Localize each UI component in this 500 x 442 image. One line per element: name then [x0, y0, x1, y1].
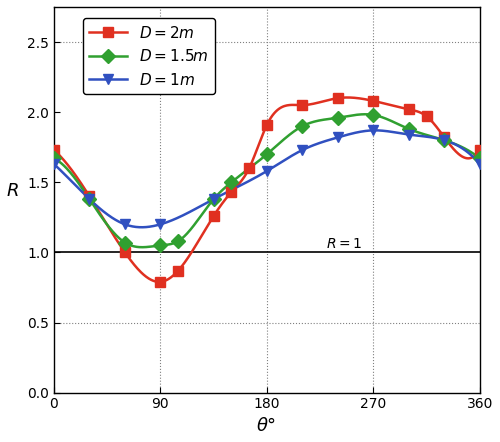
- D = 1.5m: [335, 115, 341, 120]
- Text: $R=1$: $R=1$: [326, 237, 362, 251]
- D = 2m: [406, 107, 412, 112]
- D = 1.5m: [406, 126, 412, 132]
- D = 1.5m: [264, 152, 270, 157]
- D = 1m: [264, 168, 270, 174]
- D = 1m: [477, 161, 483, 167]
- D = 2m: [370, 98, 376, 103]
- D = 2m: [228, 190, 234, 195]
- D = 1m: [300, 147, 306, 152]
- D = 1.5m: [51, 156, 57, 161]
- D = 1.5m: [442, 137, 448, 143]
- D = 2m: [158, 279, 164, 285]
- D = 2m: [175, 268, 181, 273]
- D = 1m: [370, 128, 376, 133]
- D = 2m: [300, 103, 306, 108]
- D = 2m: [264, 122, 270, 127]
- D = 2m: [442, 135, 448, 140]
- D = 2m: [246, 166, 252, 171]
- D = 2m: [86, 194, 92, 199]
- D = 1.5m: [210, 196, 216, 202]
- D = 1m: [442, 137, 448, 143]
- D = 2m: [335, 95, 341, 101]
- D = 1.5m: [228, 179, 234, 185]
- Line: D = 1.5m: D = 1.5m: [49, 110, 484, 250]
- D = 1m: [122, 222, 128, 227]
- Line: D = 2m: D = 2m: [49, 93, 484, 287]
- D = 2m: [210, 213, 216, 219]
- D = 1.5m: [158, 243, 164, 248]
- D = 1m: [210, 196, 216, 202]
- D = 1m: [406, 132, 412, 137]
- Line: D = 1m: D = 1m: [49, 126, 484, 229]
- D = 2m: [424, 114, 430, 119]
- D = 1.5m: [175, 239, 181, 244]
- D = 1m: [335, 135, 341, 140]
- D = 1.5m: [477, 156, 483, 161]
- D = 1m: [158, 222, 164, 227]
- Legend: $D=2m$, $D=1.5m$, $D=1m$: $D=2m$, $D=1.5m$, $D=1m$: [83, 19, 215, 94]
- D = 2m: [122, 250, 128, 255]
- D = 1.5m: [86, 196, 92, 202]
- D = 1.5m: [370, 112, 376, 118]
- D = 1m: [86, 196, 92, 202]
- D = 2m: [477, 147, 483, 152]
- D = 2m: [51, 147, 57, 152]
- D = 1m: [51, 161, 57, 167]
- X-axis label: θ°: θ°: [257, 417, 277, 435]
- D = 1.5m: [300, 123, 306, 129]
- Y-axis label: R: R: [7, 182, 20, 200]
- D = 1.5m: [122, 240, 128, 245]
